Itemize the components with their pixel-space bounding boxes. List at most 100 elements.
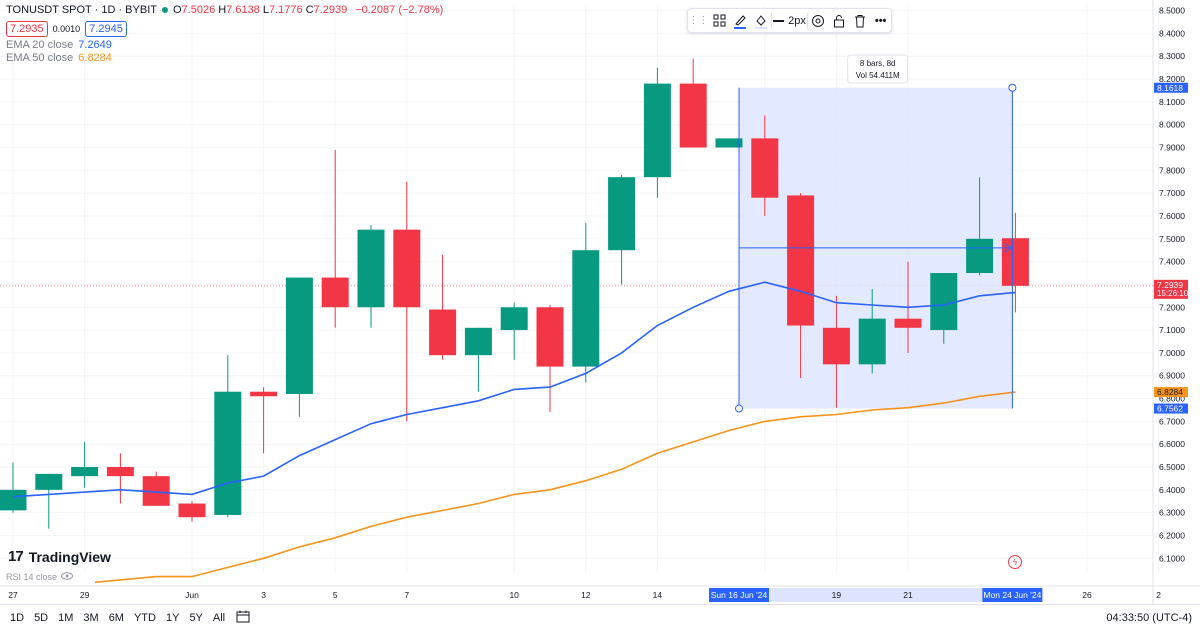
ema50-price-label-bg: [1154, 387, 1188, 398]
timeframe-5y[interactable]: 5Y: [189, 611, 203, 624]
candle-body[interactable]: [787, 195, 815, 326]
candle-body[interactable]: [536, 307, 564, 367]
clock-readout[interactable]: 04:33:50 (UTC-4): [1106, 611, 1192, 624]
price-axis[interactable]: 8.5000 8.4000 8.3000 8.2000 8.1000 8.0000 7.90…: [1154, 6, 1189, 564]
time-tick-label: 5: [333, 590, 338, 600]
last-price-label: 7.2939: [1157, 280, 1183, 290]
ohlc-value-c: 7.2939: [313, 4, 348, 16]
range-handle-end[interactable]: [1008, 83, 1017, 92]
candle-body[interactable]: [357, 229, 385, 308]
candle-body[interactable]: [858, 318, 886, 365]
time-axis[interactable]: 2729Jun357101214171921262Sun 16 Jun '24M…: [8, 588, 1161, 602]
fill-color-icon[interactable]: [751, 11, 771, 31]
replay-lightning-icon[interactable]: ϟ: [1008, 555, 1022, 569]
ema20-legend[interactable]: EMA 20 close 7.2649: [6, 39, 112, 51]
candle-body[interactable]: [464, 327, 492, 356]
candle-body[interactable]: [0, 489, 27, 511]
lock-icon[interactable]: [829, 11, 849, 31]
time-tick-label: 10: [509, 590, 519, 600]
drawing-toolbar: ⋮⋮ 2px •••: [687, 8, 892, 33]
timeframe-5d[interactable]: 5D: [34, 611, 49, 624]
candle-body[interactable]: [1001, 238, 1029, 286]
range-handle-start[interactable]: [735, 404, 743, 413]
date-range-icon[interactable]: [236, 610, 250, 626]
timeframe-ytd[interactable]: YTD: [133, 611, 156, 624]
drag-handle-icon[interactable]: ⋮⋮: [688, 15, 709, 26]
timeframe-6m[interactable]: 6M: [108, 611, 124, 624]
candles[interactable]: [0, 58, 1029, 529]
time-tick-label: 26: [1082, 590, 1092, 600]
candle-body[interactable]: [35, 473, 63, 490]
candle-body[interactable]: [214, 391, 242, 515]
toolbar-separator: [771, 12, 773, 29]
tradingview-logo[interactable]: 17 TradingView: [8, 548, 111, 565]
timeframe-1y[interactable]: 1Y: [165, 611, 180, 624]
ohlc-value-l: 7.1776: [268, 4, 303, 16]
candle-body[interactable]: [715, 138, 743, 148]
timeframe-1m[interactable]: 1M: [58, 611, 74, 624]
range-end-date-label-bg: [982, 588, 1043, 602]
candle-body[interactable]: [178, 503, 206, 518]
candle-body[interactable]: [930, 273, 958, 331]
candle-body[interactable]: [285, 277, 313, 394]
range-time-highlight: [739, 588, 1013, 602]
candle-body[interactable]: [894, 318, 922, 328]
ema50-line: [94, 391, 1016, 584]
template-icon[interactable]: [709, 11, 729, 31]
rsi-pane-legend[interactable]: RSI 14 close: [6, 572, 74, 582]
timeframe-buttons: 1D 5D 1M 3M 6M YTD 1Y 5Y All: [0, 612, 230, 624]
candle-body[interactable]: [250, 391, 278, 397]
line-color-icon[interactable]: [730, 11, 750, 31]
eye-icon[interactable]: [61, 572, 74, 582]
ema20-legend-name: EMA 20 close: [6, 39, 74, 51]
more-options-icon[interactable]: •••: [874, 14, 887, 27]
candle-body[interactable]: [643, 83, 671, 178]
candle-body[interactable]: [106, 467, 134, 477]
time-tick-label: Jun: [185, 590, 199, 600]
ema50-legend-name: EMA 50 close: [6, 52, 74, 64]
trade-buttons: 7.2935 0.0010 7.2945: [6, 21, 127, 37]
candle-body[interactable]: [500, 307, 528, 331]
time-tick-label: 19: [832, 590, 842, 600]
sell-price-button[interactable]: 7.2935: [6, 21, 48, 37]
candle-body[interactable]: [608, 177, 636, 251]
price-tick-label: 6.3000: [1159, 508, 1185, 518]
timeframe-all[interactable]: All: [212, 611, 226, 624]
timeframe-1d[interactable]: 1D: [10, 611, 25, 624]
selection-overlays[interactable]: 8 bars, 8d Vol 54.411M: [735, 54, 1017, 413]
ema50-price-label: 6.8284: [1157, 387, 1183, 397]
ema50-legend[interactable]: EMA 50 close 6.8284: [6, 52, 112, 64]
price-tick-label: 6.9000: [1159, 371, 1185, 381]
line-width-button[interactable]: 2px: [773, 15, 806, 27]
symbol-legend: TONUSDT SPOT · 1D · BYBIT O7.5026 H7.6138…: [6, 4, 443, 16]
candle-body[interactable]: [321, 277, 349, 308]
bottom-toolbar: 1D 5D 1M 3M 6M YTD 1Y 5Y All 04:33:50 (UTC-4): [0, 604, 1200, 630]
market-open-dot-icon: [161, 7, 168, 13]
candle-body[interactable]: [572, 250, 600, 367]
ema20-legend-value: 7.2649: [78, 39, 112, 51]
candle-body[interactable]: [822, 327, 850, 365]
price-tick-label: 6.6000: [1159, 439, 1185, 449]
price-tick-label: 8.5000: [1159, 6, 1185, 16]
candle-body[interactable]: [393, 229, 421, 308]
measure-bars-label: 8 bars, 8d: [860, 59, 896, 68]
candle-body[interactable]: [429, 309, 457, 356]
tradingview-mark-icon: 17: [8, 548, 24, 565]
price-tick-label: 7.0000: [1159, 348, 1185, 358]
candle-body[interactable]: [71, 467, 99, 477]
settings-gear-icon[interactable]: [808, 11, 828, 31]
rsi-label: RSI 14 close: [6, 572, 58, 582]
candle-body[interactable]: [751, 138, 779, 198]
ema50-path-tail: [94, 575, 157, 584]
time-tick-label: 3: [261, 590, 266, 600]
timeframe-3m[interactable]: 3M: [83, 611, 99, 624]
candle-body[interactable]: [679, 83, 707, 148]
buy-price-button[interactable]: 7.2945: [85, 21, 127, 37]
time-tick-label: 14: [653, 590, 663, 600]
candle-body[interactable]: [966, 238, 994, 274]
symbol-title[interactable]: TONUSDT SPOT · 1D · BYBIT: [6, 4, 157, 16]
trash-icon[interactable]: [850, 11, 870, 31]
ohlc-value-h: 7.6138: [226, 4, 260, 16]
price-tick-label: 7.1000: [1159, 325, 1185, 335]
